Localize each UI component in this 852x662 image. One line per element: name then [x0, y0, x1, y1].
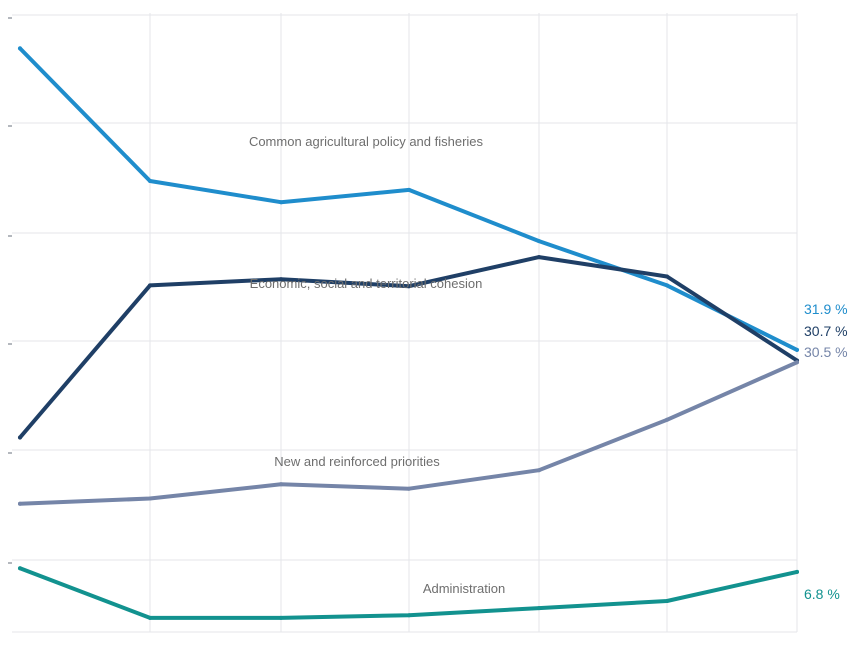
- chart-grid: [8, 13, 798, 633]
- data-point-economic-social-and-territorial-cohesion: [18, 435, 22, 440]
- data-point-administration: [537, 606, 541, 611]
- data-point-new-and-reinforced-priorities: [18, 501, 22, 506]
- end-value-label-new-and-reinforced-priorities: 30.5 %: [804, 344, 848, 360]
- data-point-administration: [18, 566, 22, 571]
- data-point-common-agricultural-policy-and-fisheries: [148, 179, 152, 183]
- data-point-common-agricultural-policy-and-fisheries: [407, 187, 411, 192]
- data-point-new-and-reinforced-priorities: [148, 496, 152, 501]
- data-point-administration: [665, 599, 669, 603]
- end-value-label-economic-social-and-territorial-cohesion: 30.7 %: [804, 323, 848, 339]
- data-point-new-and-reinforced-priorities: [795, 360, 799, 365]
- data-point-common-agricultural-policy-and-fisheries: [665, 283, 669, 288]
- data-point-economic-social-and-territorial-cohesion: [407, 284, 411, 289]
- data-point-common-agricultural-policy-and-fisheries: [279, 200, 283, 205]
- data-point-economic-social-and-territorial-cohesion: [665, 274, 669, 279]
- data-point-economic-social-and-territorial-cohesion: [148, 283, 152, 288]
- data-point-new-and-reinforced-priorities: [407, 486, 411, 491]
- data-point-new-and-reinforced-priorities: [279, 482, 283, 487]
- end-value-label-administration: 6.8 %: [804, 586, 840, 602]
- data-point-administration: [795, 569, 799, 574]
- series-label-common-agricultural-policy-and-fisheries: Common agricultural policy and fisheries: [249, 134, 484, 149]
- data-point-administration: [407, 613, 411, 618]
- data-point-administration: [148, 615, 152, 620]
- data-point-new-and-reinforced-priorities: [537, 468, 541, 473]
- data-point-administration: [279, 615, 283, 620]
- series-label-administration: Administration: [423, 581, 505, 596]
- end-value-label-common-agricultural-policy-and-fisheries: 31.9 %: [804, 301, 848, 317]
- chart-series-lines: [18, 46, 799, 620]
- data-point-common-agricultural-policy-and-fisheries: [18, 46, 22, 51]
- chart-series-labels: Common agricultural policy and fisheries…: [249, 134, 848, 602]
- data-point-common-agricultural-policy-and-fisheries: [795, 347, 799, 352]
- data-point-common-agricultural-policy-and-fisheries: [537, 239, 541, 244]
- data-point-new-and-reinforced-priorities: [665, 417, 669, 422]
- series-label-economic-social-and-territorial-cohesion: Economic, social and territorial cohesio…: [250, 276, 483, 291]
- data-point-economic-social-and-territorial-cohesion: [537, 255, 541, 260]
- data-point-economic-social-and-territorial-cohesion: [279, 277, 283, 282]
- series-label-new-and-reinforced-priorities: New and reinforced priorities: [274, 454, 440, 469]
